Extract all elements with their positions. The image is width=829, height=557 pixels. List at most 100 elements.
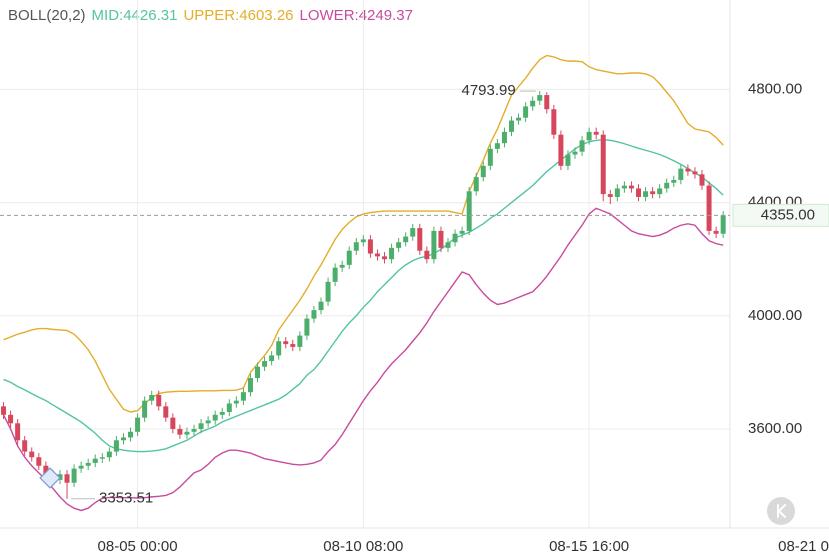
- candle-body: [290, 344, 296, 347]
- x-tick-label: 08-15 16:00: [549, 538, 629, 555]
- candle-body: [78, 465, 84, 469]
- candle-body: [198, 423, 204, 429]
- candle-body: [113, 440, 119, 452]
- candle-body: [607, 194, 613, 197]
- candle-body: [29, 451, 35, 458]
- x-tick-label: 08-10 08:00: [323, 538, 403, 555]
- candle-body: [678, 168, 684, 180]
- candle-body: [410, 228, 416, 237]
- candle-body: [15, 423, 21, 441]
- candle-body: [71, 468, 77, 483]
- candle-body: [558, 134, 564, 166]
- candle-body: [36, 457, 42, 466]
- candle-body: [226, 403, 232, 412]
- last-price-label: 4355.00: [761, 206, 815, 223]
- candle-body: [163, 406, 169, 418]
- candle-body: [480, 165, 486, 178]
- candle-body: [120, 437, 126, 441]
- candle-body: [396, 242, 402, 248]
- candle-body: [346, 250, 352, 265]
- candle-body: [177, 428, 183, 435]
- legend-entry: MID:4426.31: [92, 7, 178, 24]
- candle-body: [445, 242, 451, 248]
- candle-body: [643, 191, 649, 197]
- candle-body: [551, 109, 557, 135]
- crosshair-icon: [39, 467, 61, 489]
- candle-body: [530, 100, 536, 107]
- candle-body: [367, 239, 373, 254]
- candle-body: [142, 400, 148, 418]
- candle-body: [64, 474, 70, 483]
- candle-body: [276, 341, 282, 356]
- candle-body: [494, 143, 500, 149]
- candle-body: [269, 355, 275, 362]
- candle-body: [544, 95, 550, 110]
- candle-body: [283, 341, 289, 345]
- candle-body: [537, 95, 543, 101]
- candle-body: [586, 131, 592, 141]
- candle-body: [8, 414, 14, 424]
- candle-body: [650, 191, 656, 195]
- candle-body: [85, 462, 91, 466]
- candle-body: [339, 264, 345, 268]
- indicator-name: BOLL(20,2): [8, 7, 86, 24]
- candle-body: [304, 318, 310, 336]
- switch-button[interactable]: [767, 497, 795, 525]
- candle-body: [43, 465, 49, 475]
- candle-body: [452, 233, 458, 243]
- candle-body: [1, 406, 7, 415]
- candle-body: [692, 171, 698, 175]
- candle-body: [332, 267, 338, 282]
- candle-body: [156, 395, 162, 407]
- max-label: 4793.99: [461, 82, 515, 99]
- candle-body: [374, 253, 380, 257]
- candle-body: [212, 414, 218, 421]
- candle-body: [22, 440, 28, 452]
- last-price-box: [732, 203, 829, 227]
- candle-body: [389, 247, 395, 260]
- candle-body: [509, 120, 515, 132]
- candle-body: [628, 185, 634, 189]
- candle-body: [466, 191, 472, 231]
- candle-body: [417, 228, 423, 251]
- candle-body: [149, 395, 155, 401]
- candle-body: [128, 431, 134, 438]
- candle-body: [713, 230, 719, 234]
- candle-body: [191, 428, 197, 432]
- candle-body: [516, 117, 522, 121]
- candle-body: [424, 250, 430, 260]
- candle-body: [487, 148, 493, 166]
- candle-body: [600, 134, 606, 195]
- candle-body: [297, 335, 303, 347]
- candle-body: [657, 188, 663, 195]
- candle-body: [614, 188, 620, 197]
- candle-body: [565, 154, 571, 166]
- candle-body: [671, 179, 677, 183]
- candle-body: [325, 281, 331, 302]
- candle-body: [593, 131, 599, 135]
- candle-body: [135, 417, 141, 432]
- candle-body: [57, 474, 63, 480]
- candle-body: [318, 301, 324, 311]
- candle-body: [311, 310, 317, 319]
- candle-body: [170, 417, 176, 429]
- candle-body: [353, 242, 359, 251]
- legend-entry: UPPER:4603.26: [183, 7, 293, 24]
- x-tick-label: 08-21 0: [778, 538, 829, 555]
- candle-body: [523, 106, 529, 118]
- band-line: [3, 54, 724, 413]
- candle-body: [699, 174, 705, 186]
- candle-body: [706, 185, 712, 231]
- crosshair-square: [39, 467, 61, 489]
- candle-body: [219, 411, 225, 415]
- legend: BOLL(20,2) MID:4426.31 UPPER:4603.26 LOWER:…: [8, 7, 413, 24]
- candle-body: [501, 131, 507, 144]
- candle-body: [664, 182, 670, 189]
- button-bg: [767, 497, 795, 525]
- candle-body: [255, 366, 261, 379]
- candle-body: [621, 185, 627, 189]
- candle-body: [262, 361, 268, 367]
- candle-body: [106, 451, 112, 458]
